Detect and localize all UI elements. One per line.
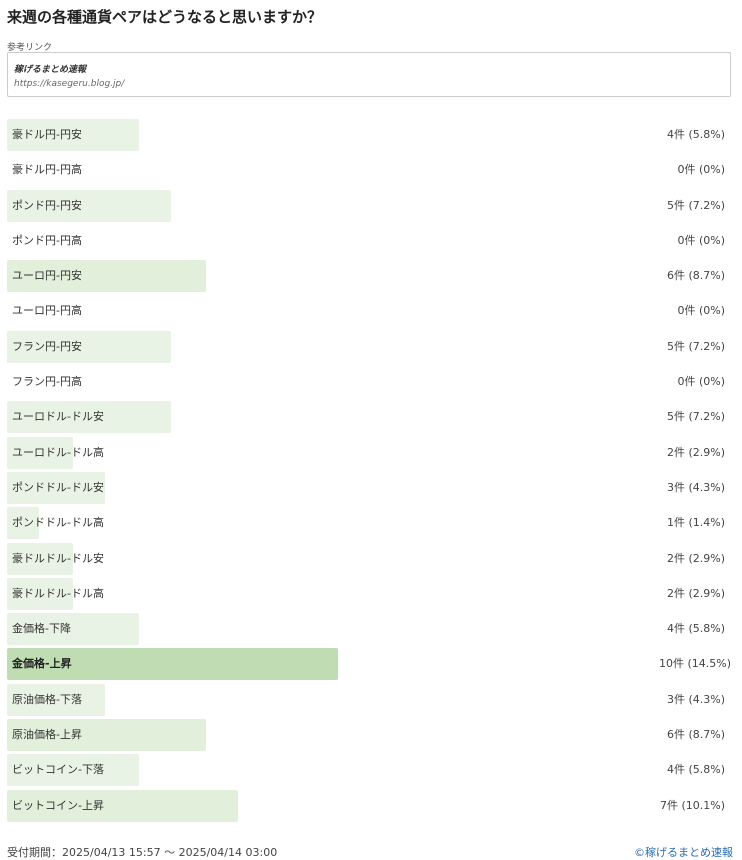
result-label: 豪ドル円-円安 (12, 128, 82, 141)
page-title: 来週の各種通貨ペアはどうなると思いますか？ (7, 8, 323, 26)
reference-link-card[interactable]: 稼げるまとめ速報 https://kasegeru.blog.jp/ (7, 52, 731, 97)
result-row: ユーロ円-円高 0件 (0%) (0, 294, 742, 329)
result-count: 6件 (8.7%) (666, 728, 725, 742)
result-bar (7, 754, 140, 787)
result-count: 2件 (2.9%) (666, 445, 725, 459)
reference-label: 参考リンク (7, 43, 53, 53)
result-row: ユーロドル-ドル安 5件 (7.2%) (0, 400, 742, 435)
result-count: 4件 (5.8%) (666, 128, 725, 141)
result-bar (7, 648, 338, 681)
result-row: 金価格-下降 4件 (5.8%) (0, 612, 742, 647)
credit-link[interactable]: ©稼げるまとめ速報 (634, 846, 733, 859)
reference-site-name: 稼げるまとめ速報 (14, 65, 87, 75)
result-bar (7, 789, 238, 822)
result-count: 3件 (4.3%) (666, 480, 725, 494)
result-count: 5件 (7.2%) (666, 410, 725, 424)
result-label: 金価格-下降 (12, 622, 71, 636)
result-label: 豪ドルドル-ドル安 (12, 551, 104, 565)
result-label: フラン円-円安 (12, 339, 82, 353)
result-row: ポンド円-円高 0件 (0%) (0, 224, 742, 259)
result-row: 豪ドル円-円高 0件 (0%) (0, 153, 742, 188)
result-count: 1件 (1.4%) (666, 516, 725, 530)
result-bar (7, 119, 140, 151)
result-label: 原油価格-上昇 (12, 728, 82, 742)
result-count: 0件 (0%) (677, 163, 725, 177)
result-count: 6件 (8.7%) (666, 269, 725, 283)
result-row: ポンド円-円安 5件 (7.2%) (0, 189, 742, 224)
result-row: フラン円-円安 5件 (7.2%) (0, 330, 742, 365)
result-label: ビットコイン-下落 (12, 763, 104, 777)
result-label: ユーロドル-ドル高 (12, 445, 104, 459)
result-count: 0件 (0%) (677, 233, 725, 247)
result-row: ユーロ円-円安 6件 (8.7%) (0, 259, 742, 294)
result-row: 豪ドル円-円安 4件 (5.8%) (0, 118, 742, 153)
result-row: 豪ドルドル-ドル安 2件 (2.9%) (0, 542, 742, 577)
result-bar (7, 507, 39, 540)
result-count: 10件 (14.5%) (658, 657, 731, 671)
result-bar (7, 613, 140, 646)
result-row: 豪ドルドル-ドル高 2件 (2.9%) (0, 577, 742, 612)
result-row: ビットコイン-下落 4件 (5.8%) (0, 753, 742, 788)
result-label: ポンド円-円高 (12, 233, 82, 247)
result-label: ユーロドル-ドル安 (12, 410, 104, 424)
result-count: 3件 (4.3%) (666, 692, 725, 706)
result-row: ユーロドル-ドル高 2件 (2.9%) (0, 436, 742, 471)
result-row: ポンドドル-ドル安 3件 (4.3%) (0, 471, 742, 506)
result-count: 0件 (0%) (677, 304, 725, 318)
result-label: フラン円-円高 (12, 375, 82, 389)
result-count: 7件 (10.1%) (659, 798, 725, 812)
result-count: 5件 (7.2%) (666, 339, 725, 353)
result-row: ビットコイン-上昇 7件 (10.1%) (0, 789, 742, 824)
result-bar (7, 471, 106, 504)
result-bar (7, 577, 74, 610)
result-label: ポンドドル-ドル高 (12, 516, 104, 530)
result-label: ポンドドル-ドル安 (12, 480, 104, 494)
result-label: 金価格-上昇 (12, 657, 72, 671)
result-bar (7, 436, 74, 469)
result-count: 4件 (5.8%) (666, 763, 725, 777)
result-bar (7, 719, 206, 752)
result-label: 原油価格-下落 (12, 692, 82, 706)
result-bar (7, 189, 172, 222)
result-count: 0件 (0%) (677, 375, 725, 389)
result-count: 2件 (2.9%) (666, 586, 725, 600)
result-label: 豪ドル円-円高 (12, 163, 82, 177)
result-label: 豪ドルドル-ドル高 (12, 586, 104, 600)
result-label: ユーロ円-円高 (12, 304, 82, 318)
result-count: 5件 (7.2%) (666, 198, 725, 212)
result-bar (7, 260, 206, 293)
result-row: フラン円-円高 0件 (0%) (0, 365, 742, 400)
result-row: 金価格-上昇 10件 (14.5%) (0, 647, 742, 682)
voting-period: 受付期間：2025/04/13 15:57 ～ 2025/04/14 03:00 (7, 846, 278, 859)
results-list: 豪ドル円-円安 4件 (5.8%) 豪ドル円-円高 0件 (0%) ポンド円-円安 5件 … (0, 118, 742, 824)
result-bar (7, 330, 172, 363)
result-count: 2件 (2.9%) (666, 551, 725, 565)
result-count: 4件 (5.8%) (666, 622, 725, 636)
result-bar (7, 683, 106, 716)
result-bar (7, 542, 74, 575)
result-row: 原油価格-下落 3件 (4.3%) (0, 683, 742, 718)
result-row: ポンドドル-ドル高 1件 (1.4%) (0, 506, 742, 541)
result-label: ビットコイン-上昇 (12, 798, 104, 812)
result-label: ユーロ円-円安 (12, 269, 82, 283)
result-row: 原油価格-上昇 6件 (8.7%) (0, 718, 742, 753)
reference-url: https://kasegeru.blog.jp/ (14, 79, 125, 89)
result-bar (7, 401, 172, 434)
result-label: ポンド円-円安 (12, 198, 82, 212)
